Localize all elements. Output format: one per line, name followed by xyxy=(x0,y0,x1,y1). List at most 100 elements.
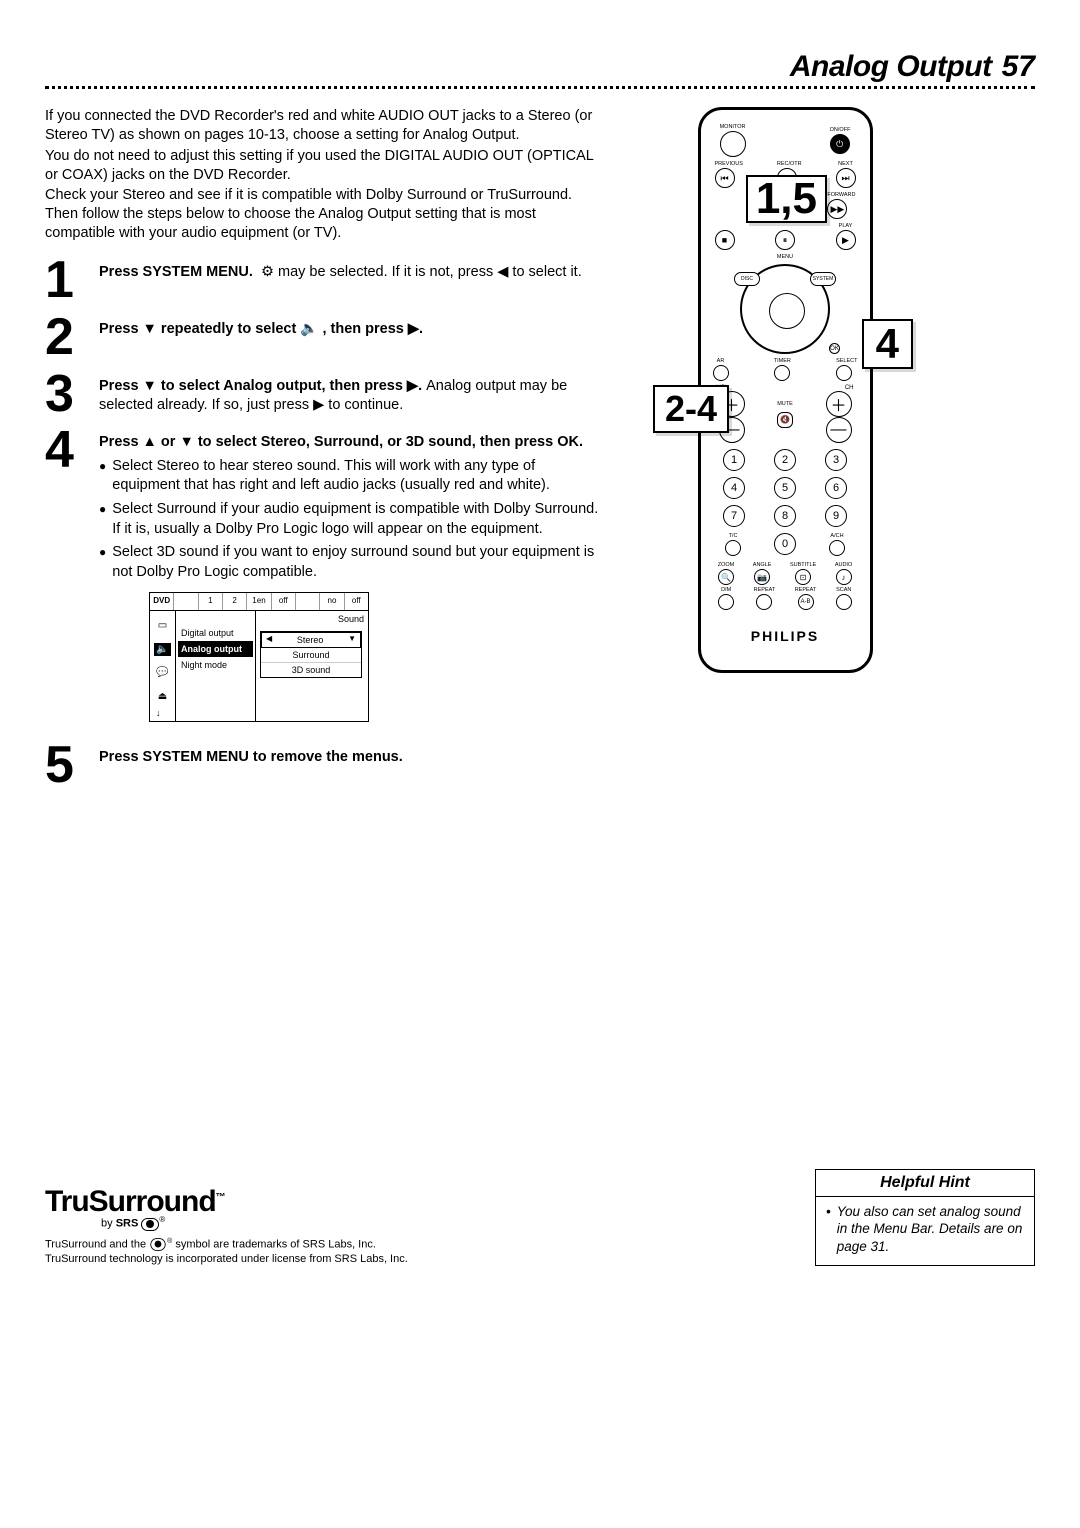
ok-button[interactable]: OK xyxy=(829,343,840,354)
num-7-button[interactable]: 7 xyxy=(723,505,745,527)
settings-icon: ⚙ xyxy=(261,264,274,280)
trusurround-logo: TruSurround™ xyxy=(45,1188,408,1217)
ar-button[interactable] xyxy=(713,365,729,381)
step4-bullet-3: ● Select 3D sound if you want to enjoy s… xyxy=(99,543,605,582)
ach-button[interactable] xyxy=(829,540,845,556)
step-num-4: 4 xyxy=(45,427,87,474)
system-button[interactable]: SYSTEM xyxy=(810,272,836,286)
disc-button[interactable]: DISC xyxy=(734,272,760,286)
content-columns: If you connected the DVD Recorder's red … xyxy=(45,107,1035,799)
footer: TruSurround™ by SRS ® TruSurround and th… xyxy=(45,1169,1035,1267)
label-repeat2: REPEAT xyxy=(795,587,817,593)
step3-b: to select Analog output, then press xyxy=(157,378,407,394)
mute-button[interactable]: 🔇 xyxy=(777,412,793,428)
callout-1-5: 1,5 xyxy=(746,175,827,223)
subtitle-icon: 💬 xyxy=(156,666,168,680)
step4-b2: Select Surround if your audio equipment … xyxy=(112,500,605,539)
step-3: 3 Press ▼ to select Analog output, then … xyxy=(45,371,605,418)
tc-button[interactable] xyxy=(725,540,741,556)
menu-hc xyxy=(296,593,320,610)
intro-p3: Check your Stereo and see if it is compa… xyxy=(45,186,605,243)
repeat-button[interactable] xyxy=(756,594,772,610)
next-button[interactable]: ⏭ xyxy=(836,168,856,188)
ch-down-button[interactable]: — xyxy=(826,417,852,443)
nav-circle[interactable]: DISC SYSTEM OK xyxy=(740,264,830,354)
monitor-button[interactable] xyxy=(720,131,746,157)
ch-up-button[interactable]: ＋ xyxy=(826,391,852,417)
num-1-button[interactable]: 1 xyxy=(723,449,745,471)
num-8-button[interactable]: 8 xyxy=(774,505,796,527)
select-button[interactable] xyxy=(836,365,852,381)
menu-hc: off xyxy=(345,593,368,610)
previous-button[interactable]: ⏮ xyxy=(715,168,735,188)
stop-button[interactable]: ■ xyxy=(715,230,735,250)
num-0-button[interactable]: 0 xyxy=(774,533,796,555)
fine1a: TruSurround and the xyxy=(45,1238,149,1250)
menu-sub-label: Surround xyxy=(292,649,329,661)
label-forward: FORWARD xyxy=(827,192,855,198)
menu-item-selected: Analog output xyxy=(178,641,253,657)
philips-brand: PHILIPS xyxy=(709,628,862,644)
label-previous: PREVIOUS xyxy=(715,161,743,167)
play-button[interactable]: ▶ xyxy=(836,230,856,250)
num-5-button[interactable]: 5 xyxy=(774,477,796,499)
step-num-5: 5 xyxy=(45,742,87,789)
num-3-button[interactable]: 3 xyxy=(825,449,847,471)
hint-body: • You also can set analog sound in the M… xyxy=(816,1197,1034,1266)
step-num-2: 2 xyxy=(45,314,87,361)
step2-d: . xyxy=(419,321,423,337)
forward-button[interactable]: ▶▶ xyxy=(827,199,847,219)
num-6-button[interactable]: 6 xyxy=(825,477,847,499)
label-onoff: ON/OFF xyxy=(830,127,851,133)
scan-button[interactable] xyxy=(836,594,852,610)
label-next: NEXT xyxy=(836,161,856,167)
step-5: 5 Press SYSTEM MENU to remove the menus. xyxy=(45,742,605,789)
pause-button[interactable]: ⏸ xyxy=(775,230,795,250)
step4-bullet-1: ● Select Stereo to hear stereo sound. Th… xyxy=(99,457,605,496)
menu-hc xyxy=(174,593,198,610)
label-audio: AUDIO xyxy=(835,562,852,568)
menu-dvd-label: DVD xyxy=(150,593,174,610)
step-4: 4 Press ▲ or ▼ to select Stereo, Surroun… xyxy=(45,427,605,722)
menu-hc: no xyxy=(320,593,344,610)
step-num-3: 3 xyxy=(45,371,87,418)
step-body-1: Press SYSTEM MENU. ⚙ may be selected. If… xyxy=(99,257,605,283)
subtitle-button[interactable]: ⊡ xyxy=(795,569,811,585)
dim-button[interactable] xyxy=(718,594,734,610)
power-button[interactable]: ⏻ xyxy=(830,134,850,154)
label-ar: AR xyxy=(713,358,729,364)
label-recotr: REC/OTR xyxy=(777,161,802,167)
label-scan: SCAN xyxy=(836,587,851,593)
hint-title: Helpful Hint xyxy=(816,1170,1034,1197)
angle-button[interactable]: 📷 xyxy=(754,569,770,585)
repeat-ab-button[interactable]: A-B xyxy=(798,594,814,610)
label-mute: MUTE xyxy=(777,401,793,407)
intro-p1: If you connected the DVD Recorder's red … xyxy=(45,107,605,145)
label-timer: TIMER xyxy=(774,358,791,364)
zoom-button[interactable]: 🔍 xyxy=(718,569,734,585)
left-arrow-icon: ◀ xyxy=(497,264,508,280)
srs-text: SRS xyxy=(116,1218,139,1230)
tru-text: TruSurround xyxy=(45,1185,216,1218)
header-rule xyxy=(45,86,1035,89)
menu-screenshot: DVD 1 2 1en off no off ▭ 🔈 xyxy=(149,592,369,722)
right-arrow-icon: ▶ xyxy=(407,378,418,394)
label-ach: A/CH xyxy=(830,533,843,539)
label-repeat: REPEAT xyxy=(754,587,776,593)
trademark-line-2: TruSurround technology is incorporated u… xyxy=(45,1252,408,1266)
sound-icon: 🔈 xyxy=(154,643,170,657)
remote-column: MONITOR ON/OFF ⏻ PREVIOUS⏮ REC/OTR● NEXT… xyxy=(675,107,895,673)
audio-button[interactable]: ♪ xyxy=(836,569,852,585)
nav-inner[interactable] xyxy=(769,293,805,329)
num-2-button[interactable]: 2 xyxy=(774,449,796,471)
step-body-5: Press SYSTEM MENU to remove the menus. xyxy=(99,742,605,768)
srs-circle-icon xyxy=(155,1241,162,1248)
menu-sub-item: ◀ Stereo ▼ xyxy=(261,632,361,648)
timer-button[interactable] xyxy=(774,365,790,381)
step4-b1: Select Stereo to hear stereo sound. This… xyxy=(112,457,605,496)
menu-hc: 2 xyxy=(223,593,247,610)
step1-tail-b: to select it. xyxy=(508,264,581,280)
num-4-button[interactable]: 4 xyxy=(723,477,745,499)
num-9-button[interactable]: 9 xyxy=(825,505,847,527)
menu-sub-label: 3D sound xyxy=(292,664,331,676)
